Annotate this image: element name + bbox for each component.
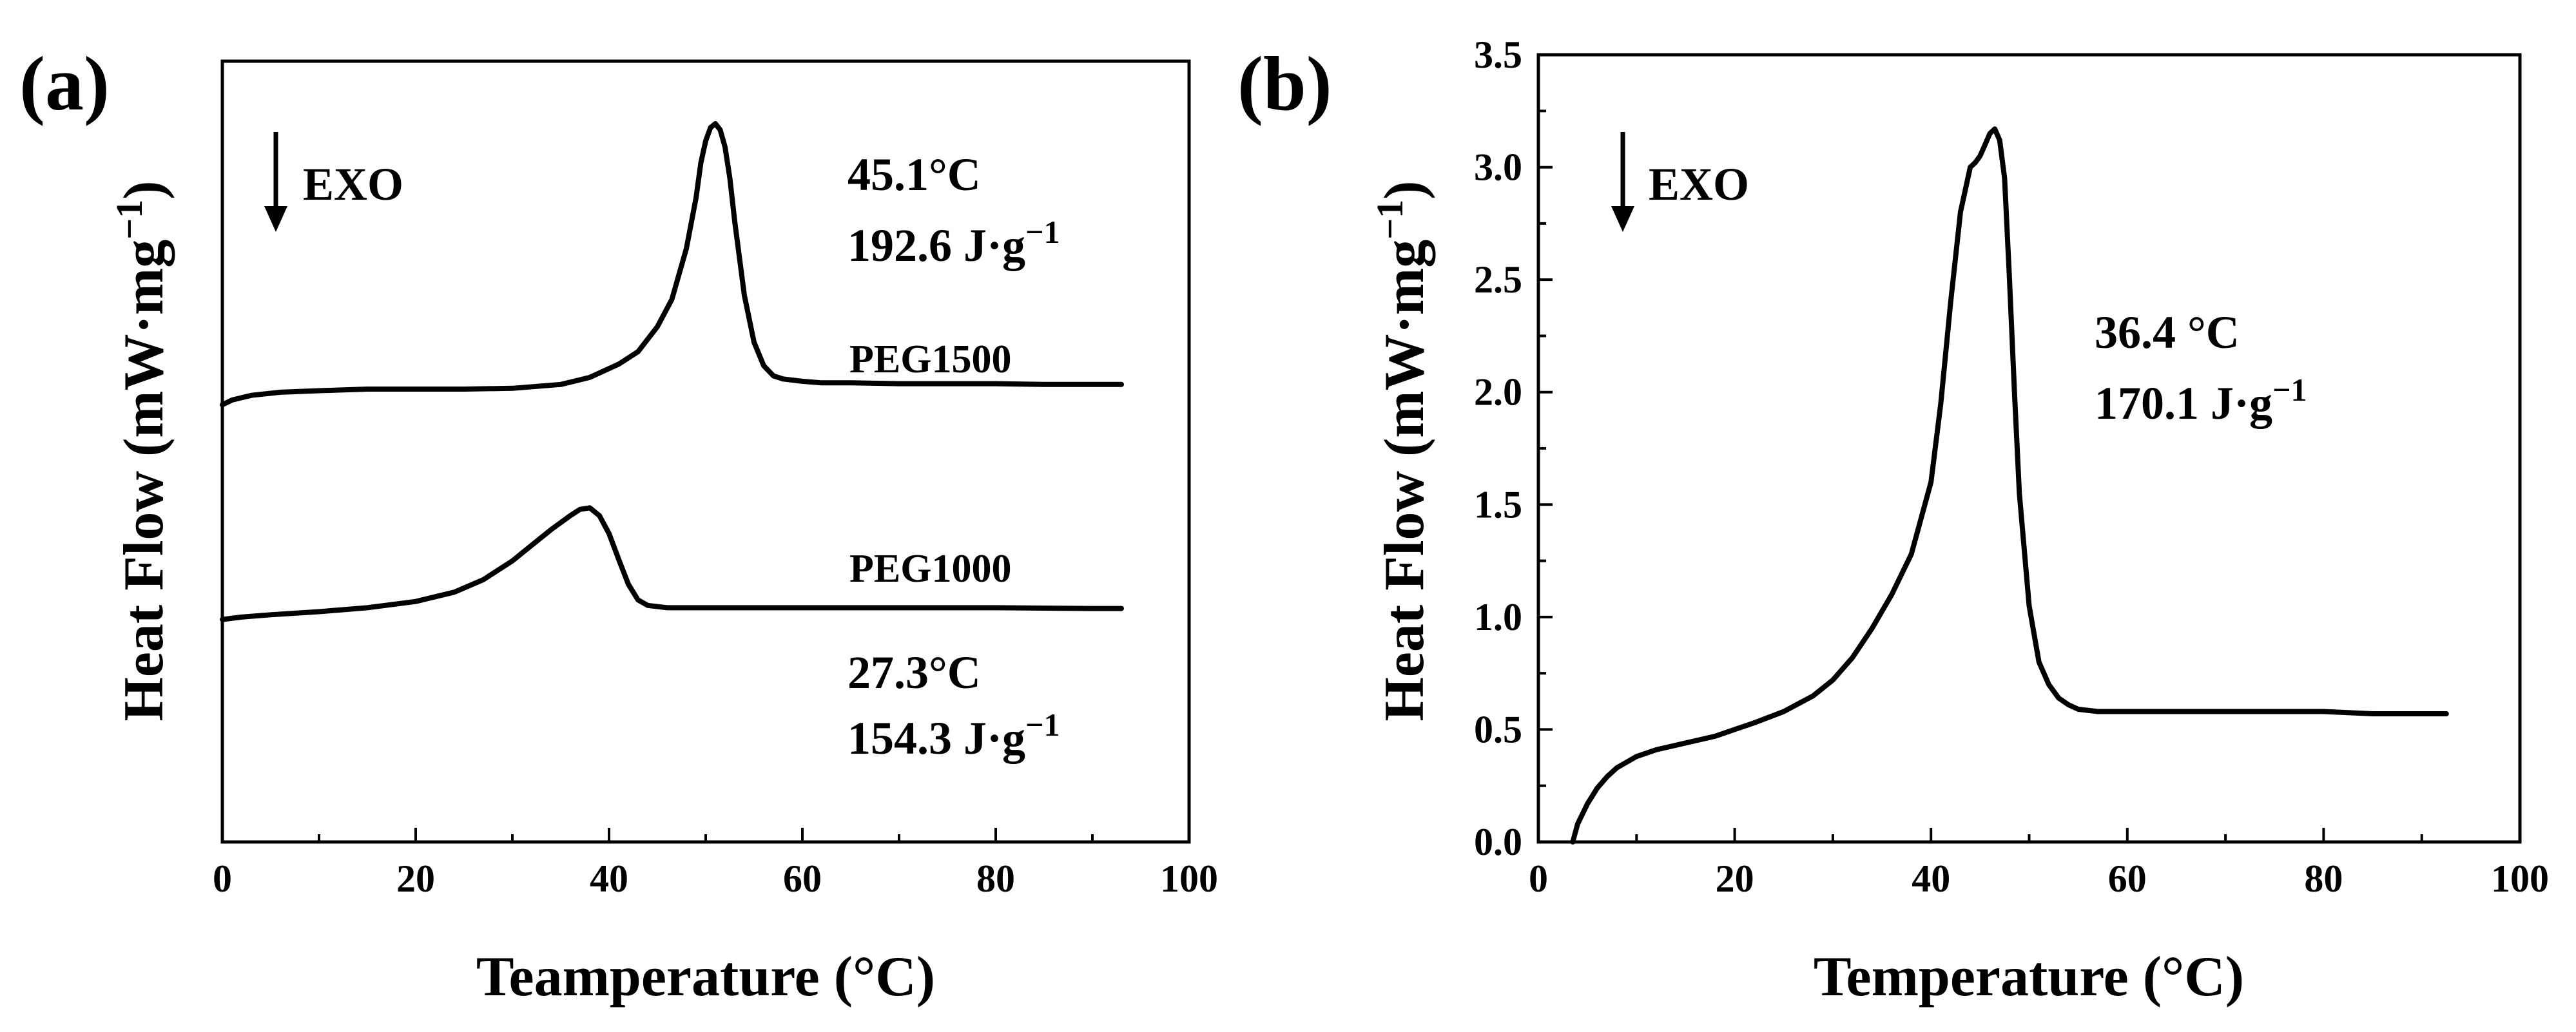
panel-a-x-axis-title: Teamperature (°C)	[476, 946, 935, 1008]
panel-a-annotation-peg1000-enthalpy-sup: −1	[1025, 707, 1060, 743]
panel-a-annotation-peg1000-enthalpy-main: 154.3 J·g	[847, 712, 1025, 764]
panel-a-exo-arrowhead-icon	[264, 206, 287, 232]
panel-b-y-axis-title-main: Heat Flow (mW·mg	[1373, 240, 1436, 721]
panel-a-series-label-peg1000: PEG1000	[849, 547, 1011, 591]
panel-a-y-axis-title-sup: −1	[108, 200, 150, 240]
panel-a-annotation-peg1500-temp: 45.1°C	[847, 149, 981, 200]
panel-a-x-tick-labels: 0 20 40 60 80 100	[213, 857, 1218, 900]
panel-b-x-tick-label: 100	[2491, 857, 2549, 900]
panel-b-y-tick-label: 1.0	[1474, 596, 1522, 638]
panel-a-y-axis-title-main: Heat Flow (mW·mg	[113, 240, 175, 721]
panel-a-annotation-peg1000-temp: 27.3°C	[847, 647, 981, 698]
panel-b-y-tick-label: 0.5	[1474, 708, 1522, 750]
panel-b-exo-arrowhead-icon	[1611, 206, 1634, 232]
panel-a-annotation-peg1500-enthalpy: 192.6 J·g−1	[847, 214, 1060, 271]
figure-svg: (a) 0 20 40 60 80 100 Teamperature (°C) …	[0, 0, 2576, 1029]
panel-b-x-ticks	[1538, 828, 2520, 842]
figure: (a) 0 20 40 60 80 100 Teamperature (°C) …	[0, 0, 2576, 1029]
panel-a-annotation-peg1500-enthalpy-sup: −1	[1025, 214, 1060, 250]
panel-b-y-axis-title: Heat Flow (mW·mg−1)	[1369, 180, 1436, 721]
panel-a-x-tick-label: 20	[396, 857, 435, 900]
panel-a-y-axis-title-close: )	[113, 180, 175, 199]
panel-b-x-axis-title: Temperature (°C)	[1814, 946, 2244, 1008]
panel-a-x-tick-label: 80	[976, 857, 1015, 900]
panel-a-annotation-peg1500-enthalpy-main: 192.6 J·g	[847, 220, 1025, 271]
panel-b-y-tick-label: 3.0	[1474, 146, 1522, 189]
panel-b-y-tick-label: 0.0	[1474, 821, 1522, 863]
panel-b-x-tick-label: 60	[2108, 857, 2147, 900]
panel-b-y-tick-label: 1.5	[1474, 483, 1522, 526]
panel-b-x-tick-label: 40	[1912, 857, 1950, 900]
panel-b-x-tick-label: 20	[1716, 857, 1754, 900]
panel-b-y-tick-labels: 0.0 0.5 1.0 1.5 2.0 2.5 3.0 3.5	[1474, 33, 1522, 863]
panel-b-annotation-enthalpy-main: 170.1 J·g	[2095, 377, 2272, 429]
panel-a-x-ticks	[222, 828, 1189, 842]
panel-b-y-tick-label: 2.5	[1474, 258, 1522, 301]
panel-b-annotation-enthalpy: 170.1 J·g−1	[2095, 372, 2307, 429]
panel-b-x-tick-labels: 0 20 40 60 80 100	[1529, 857, 2549, 900]
panel-b-curve	[1573, 129, 2446, 842]
panel-b-x-tick-label: 0	[1529, 857, 1548, 900]
panel-b-label: (b)	[1237, 41, 1332, 126]
panel-a-x-tick-label: 40	[590, 857, 628, 900]
panel-a-x-tick-label: 60	[783, 857, 822, 900]
panel-a: (a) 0 20 40 60 80 100 Teamperature (°C) …	[19, 41, 1218, 1008]
panel-a-series-label-peg1500: PEG1500	[849, 338, 1011, 381]
panel-b-y-tick-label: 2.0	[1474, 371, 1522, 414]
panel-b-exo-indicator: EXO	[1611, 132, 1749, 232]
panel-b-y-axis-title-close: )	[1373, 180, 1436, 199]
panel-a-exo-indicator: EXO	[264, 132, 403, 232]
panel-a-annotation-peg1000-enthalpy: 154.3 J·g−1	[847, 707, 1060, 764]
panel-b-exo-label: EXO	[1649, 158, 1749, 210]
panel-a-x-tick-label: 0	[213, 857, 232, 900]
panel-a-label: (a)	[19, 41, 110, 126]
panel-a-x-tick-label: 100	[1160, 857, 1218, 900]
panel-b-annotation-enthalpy-sup: −1	[2272, 372, 2307, 408]
panel-b-annotation-temp: 36.4 °C	[2095, 307, 2240, 358]
panel-b-x-tick-label: 80	[2304, 857, 2343, 900]
panel-b-y-tick-label: 3.5	[1474, 33, 1522, 76]
panel-b-y-axis-title-sup: −1	[1369, 200, 1411, 240]
panel-a-y-axis-title: Heat Flow (mW·mg−1)	[108, 180, 175, 721]
panel-b-y-ticks	[1538, 55, 1553, 842]
panel-b: (b) 0 20 40 60 80 100 0.0 0.5 1.0 1.5 2.…	[1237, 33, 2549, 1008]
panel-a-exo-label: EXO	[303, 158, 403, 210]
